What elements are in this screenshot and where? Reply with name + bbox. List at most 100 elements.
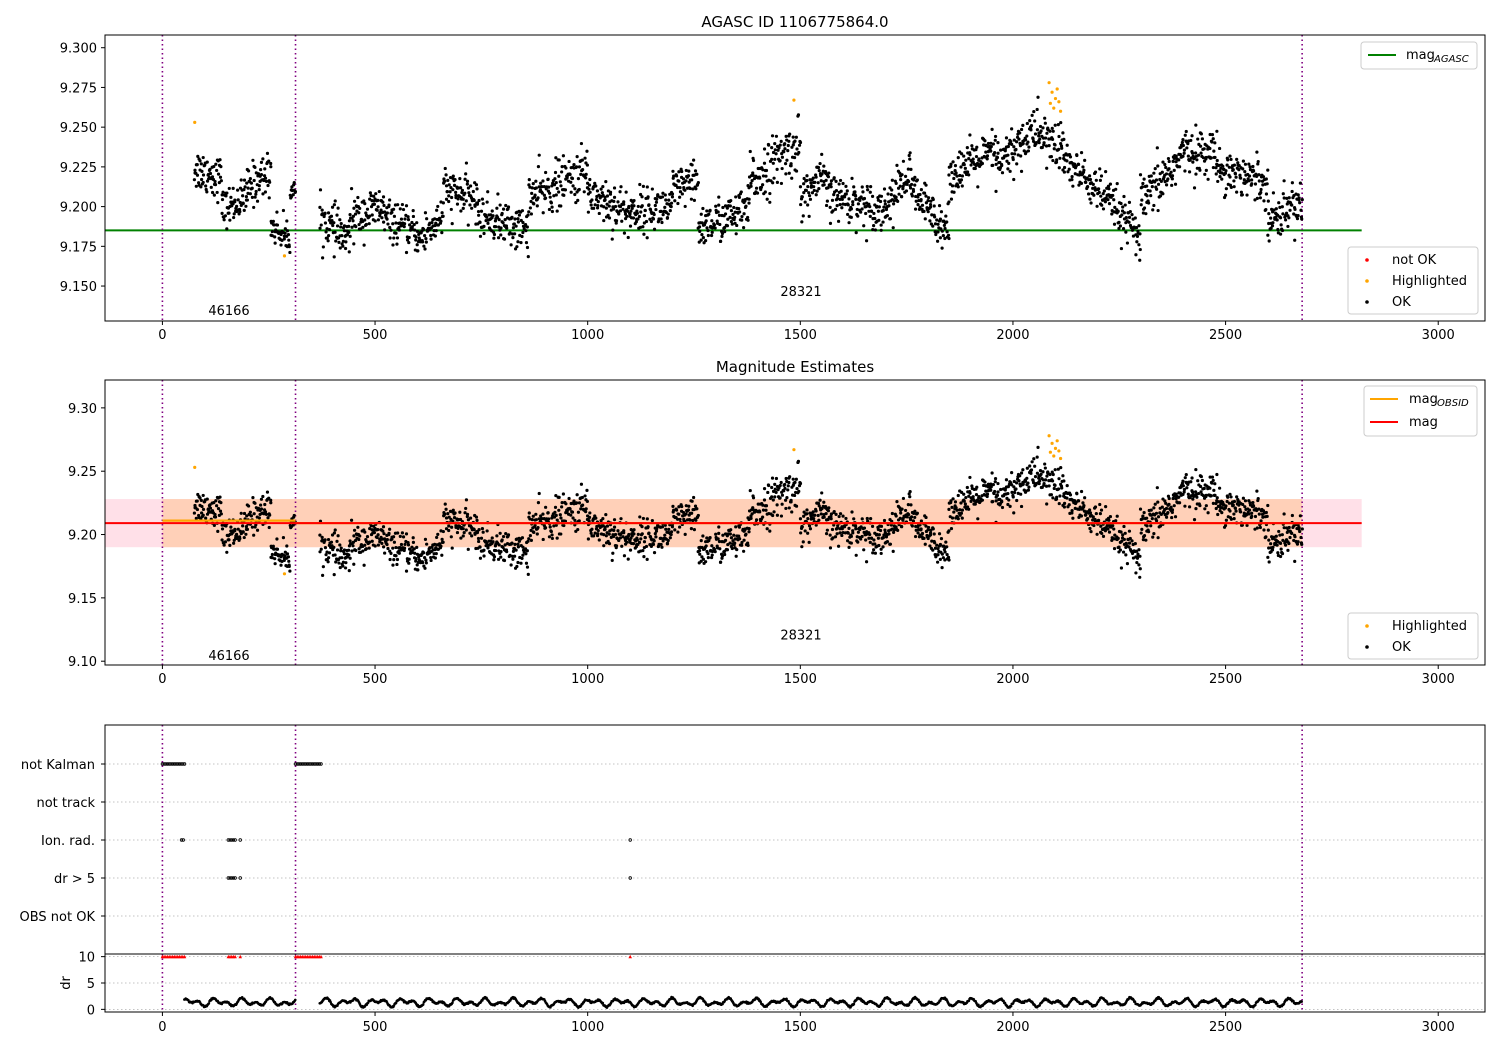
ok-point bbox=[1018, 131, 1022, 135]
ok-point bbox=[850, 176, 854, 180]
ok-point bbox=[742, 549, 746, 553]
ok-point bbox=[231, 186, 235, 190]
ok-point bbox=[1154, 187, 1159, 191]
ok-point bbox=[586, 537, 590, 541]
ok-point bbox=[1149, 174, 1153, 178]
ok-point bbox=[913, 509, 917, 513]
ok-point bbox=[347, 553, 351, 557]
ok-point bbox=[654, 535, 658, 539]
flag-point bbox=[167, 762, 171, 766]
ok-point bbox=[570, 176, 575, 181]
ok-point bbox=[196, 154, 200, 158]
ok-point bbox=[729, 528, 733, 532]
ok-point bbox=[351, 544, 355, 548]
ok-point bbox=[1134, 549, 1139, 553]
ok-point bbox=[832, 193, 836, 197]
ok-point bbox=[652, 227, 657, 231]
ok-point bbox=[478, 545, 482, 549]
ok-point bbox=[1138, 258, 1142, 262]
ok-point bbox=[408, 223, 412, 227]
ok-point bbox=[376, 543, 380, 547]
ok-point bbox=[1255, 526, 1259, 530]
ok-point bbox=[694, 187, 698, 191]
ok-point bbox=[1224, 169, 1228, 173]
ok-point bbox=[637, 214, 642, 219]
ok-point bbox=[838, 197, 842, 201]
ok-point bbox=[794, 169, 799, 173]
ok-point bbox=[579, 482, 584, 486]
ok-point bbox=[563, 188, 568, 192]
ok-point bbox=[885, 213, 890, 218]
ok-point bbox=[946, 233, 951, 237]
ok-point bbox=[504, 532, 508, 536]
ok-point bbox=[1049, 155, 1054, 159]
ok-point bbox=[347, 250, 351, 254]
ok-point bbox=[479, 209, 484, 213]
ok-point bbox=[1229, 185, 1233, 189]
ok-point bbox=[422, 551, 426, 555]
ok-point bbox=[386, 546, 390, 551]
ok-point bbox=[1035, 128, 1040, 132]
ok-point bbox=[773, 157, 777, 161]
ok-point bbox=[1125, 562, 1130, 566]
ok-point bbox=[1183, 504, 1187, 508]
ok-point bbox=[535, 532, 539, 536]
ok-point bbox=[524, 229, 528, 233]
ok-point bbox=[688, 186, 692, 191]
ok-point bbox=[362, 563, 366, 567]
ok-point bbox=[888, 186, 892, 190]
ok-point bbox=[510, 541, 514, 545]
ok-point bbox=[242, 511, 247, 516]
ok-point bbox=[859, 537, 863, 541]
ok-point bbox=[1025, 476, 1029, 480]
ok-point bbox=[652, 550, 657, 555]
ok-point bbox=[774, 490, 778, 495]
ok-point bbox=[826, 509, 831, 513]
ok-point bbox=[751, 158, 756, 163]
ok-point bbox=[444, 173, 448, 177]
ok-point bbox=[1027, 145, 1031, 149]
ok-point bbox=[532, 530, 536, 534]
ok-point bbox=[945, 230, 949, 234]
ok-point bbox=[881, 545, 885, 549]
ok-point bbox=[1278, 205, 1282, 209]
ok-point bbox=[1079, 514, 1084, 518]
ok-point bbox=[676, 201, 680, 206]
ok-point bbox=[588, 511, 592, 515]
ok-point bbox=[751, 171, 755, 175]
ok-point bbox=[970, 144, 974, 148]
ok-point bbox=[440, 537, 444, 542]
ok-point bbox=[267, 196, 271, 200]
ok-point bbox=[806, 516, 810, 521]
ok-point bbox=[1110, 538, 1114, 543]
ok-point bbox=[1241, 159, 1245, 163]
ok-point bbox=[1012, 479, 1016, 484]
ok-point bbox=[770, 157, 774, 161]
ok-point bbox=[330, 205, 335, 209]
ok-point bbox=[740, 214, 744, 219]
ok-point bbox=[728, 215, 732, 220]
ok-point bbox=[1006, 144, 1010, 149]
ok-point bbox=[1287, 216, 1291, 220]
ok-point bbox=[775, 180, 780, 185]
ok-point bbox=[800, 545, 804, 549]
ok-point bbox=[1264, 207, 1268, 212]
ok-point bbox=[628, 548, 633, 552]
ok-point bbox=[1177, 165, 1182, 169]
ok-point bbox=[1062, 165, 1067, 170]
legend-marker-swatch bbox=[1365, 258, 1369, 262]
ok-point bbox=[786, 488, 790, 492]
ok-point bbox=[837, 514, 841, 519]
ok-point bbox=[635, 538, 639, 542]
ok-point bbox=[959, 165, 963, 169]
ok-point bbox=[1053, 483, 1057, 487]
ok-point bbox=[466, 547, 470, 551]
ok-point bbox=[380, 216, 384, 220]
ok-point bbox=[1229, 495, 1233, 499]
ok-point bbox=[674, 174, 679, 178]
ok-point bbox=[369, 193, 373, 198]
ok-point bbox=[370, 539, 374, 543]
ok-point bbox=[464, 506, 468, 511]
ok-point bbox=[342, 224, 347, 228]
ok-point bbox=[345, 233, 350, 237]
